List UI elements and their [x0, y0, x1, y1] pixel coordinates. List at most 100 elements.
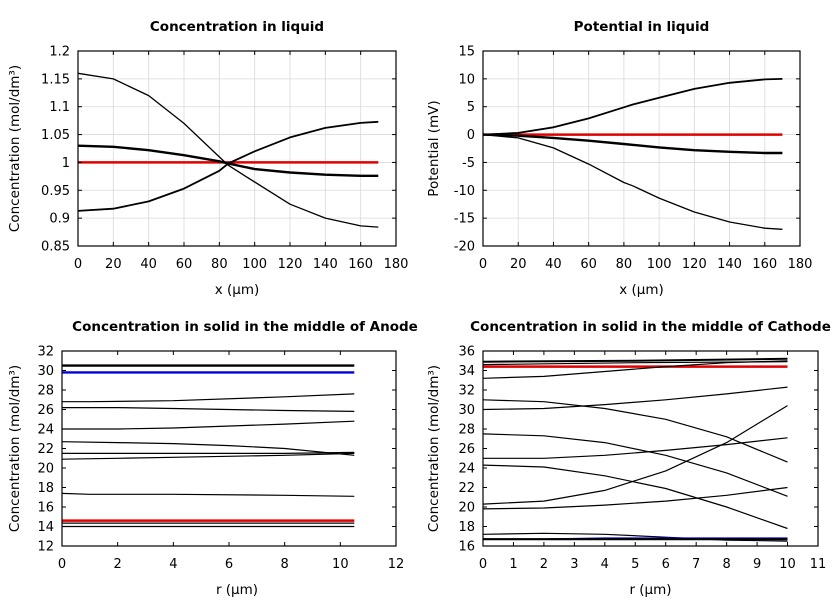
- x-tick-label: 80: [211, 257, 228, 272]
- series-group: [482, 78, 783, 230]
- chart-title: Concentration in solid in the middle of …: [72, 319, 418, 335]
- series-line-t3: [482, 133, 783, 230]
- chart-panel-4: 0 1 2 3 4 5 6 7 8 9 10 111618202224262830323436Conc…: [426, 319, 831, 598]
- y-tick-label: 0.95: [41, 184, 70, 199]
- series-line-s4: [62, 407, 355, 412]
- x-tick-label: 0: [74, 257, 82, 272]
- x-tick-label: 0: [479, 557, 487, 572]
- series-line-c8: [483, 437, 788, 459]
- x-tick-label: 140: [717, 257, 742, 272]
- y-tick-label: 18: [37, 481, 54, 496]
- chart-title: Potential in liquid: [574, 19, 710, 35]
- y-tick-label: 26: [37, 403, 54, 418]
- y-tick-label: 0.9: [49, 212, 70, 227]
- y-tick-label: 12: [37, 540, 54, 555]
- chart-title: Concentration in solid in the middle of …: [470, 319, 831, 335]
- series-line-s9: [61, 492, 355, 497]
- x-tick-label: 12: [388, 557, 405, 572]
- x-tick-label: 20: [105, 257, 122, 272]
- x-tick-label: 2: [540, 557, 548, 572]
- plot-frame: [482, 350, 819, 547]
- series-group: [61, 364, 355, 528]
- y-tick-label: 0: [467, 128, 475, 143]
- y-tick-label: -5: [462, 156, 475, 171]
- x-tick-label: 40: [545, 257, 562, 272]
- series-line-s8: [61, 452, 355, 460]
- y-tick-label: 30: [37, 364, 54, 379]
- series-group: [482, 357, 788, 542]
- y-tick-label: 5: [467, 100, 475, 115]
- x-tick-label: 1: [509, 557, 517, 572]
- x-tick-label: 180: [788, 257, 813, 272]
- x-tick-label: 60: [176, 257, 193, 272]
- chart-panel-1: 0 20 40 60 80 100 120 140 160 180 0.85 0.9 0.95 1 1.05…: [7, 19, 408, 298]
- y-axis-label: Concentration (mol/dm³): [7, 365, 23, 532]
- y-tick-label: 34: [458, 364, 475, 379]
- y-tick-label: 0.85: [41, 240, 70, 255]
- x-tick-label: 11: [810, 557, 827, 572]
- series-line-s6: [61, 441, 355, 456]
- chart-panel-2: 0 20 40 60 80 100 120 140 160 180 -20 -15 -10 -5 0 5 10 1…: [426, 19, 812, 298]
- y-tick-label: 24: [37, 423, 54, 438]
- x-tick-label: 160: [752, 257, 777, 272]
- y-tick-label: 10: [458, 72, 475, 87]
- y-tick-label: 30: [458, 403, 475, 418]
- y-tick-label: 16: [37, 501, 54, 516]
- y-axis-label: Potential (mV): [426, 100, 442, 196]
- x-axis-label: r (µm): [629, 582, 671, 598]
- y-tick-label: 1: [62, 156, 70, 171]
- y-tick-label: 28: [458, 423, 475, 438]
- x-tick-label: 120: [278, 257, 303, 272]
- y-tick-label: 22: [458, 481, 475, 496]
- y-tick-label: 32: [458, 384, 475, 399]
- x-tick-label: 0: [479, 257, 487, 272]
- x-axis-label: x (µm): [215, 282, 260, 298]
- x-tick-label: 100: [647, 257, 672, 272]
- series-line-s5: [62, 420, 355, 430]
- y-tick-label: -10: [454, 184, 475, 199]
- y-tick-label: 14: [37, 520, 54, 535]
- x-tick-label: 140: [313, 257, 338, 272]
- x-tick-label: 20: [510, 257, 527, 272]
- plot-frame: [61, 350, 397, 547]
- x-tick-label: 40: [140, 257, 157, 272]
- series-line-c9: [482, 464, 788, 530]
- x-tick-label: 5: [631, 557, 639, 572]
- y-axis-label: Concentration (mol/dm³): [426, 365, 442, 532]
- x-tick-label: 60: [580, 257, 597, 272]
- series-line-t2: [482, 78, 783, 136]
- series-line-c7: [482, 433, 788, 497]
- x-tick-label: 9: [753, 557, 761, 572]
- x-tick-label: 10: [332, 557, 349, 572]
- series-line-c10: [482, 405, 788, 505]
- x-tick-label: 8: [281, 557, 289, 572]
- ticks: 0 20 40 60 80 100 120 140 160 180 -20 -15 -10 -5 0 5 10 1…: [454, 45, 813, 273]
- y-axis-label: Concentration (mol/dm³): [7, 65, 23, 232]
- y-tick-label: 28: [37, 384, 54, 399]
- x-tick-label: 8: [722, 557, 730, 572]
- x-tick-label: 3: [570, 557, 578, 572]
- series-line-t2: [77, 120, 379, 212]
- plot-frame: [482, 50, 801, 247]
- series-line-s7: [62, 451, 355, 454]
- x-tick-label: 6: [225, 557, 233, 572]
- chart-title: Concentration in liquid: [150, 19, 324, 35]
- y-tick-label: 16: [458, 540, 475, 555]
- y-tick-label: 1.15: [41, 72, 70, 87]
- series-line-c11: [482, 486, 788, 510]
- series-line-c6: [482, 399, 788, 463]
- x-tick-label: 100: [242, 257, 267, 272]
- chart-panel-3: 0 2 4 6 8 10 121214161820222426283032Concentra…: [7, 319, 418, 598]
- plot-frame: [77, 50, 397, 247]
- x-axis-label: x (µm): [619, 282, 664, 298]
- series-group: [77, 72, 379, 228]
- x-tick-label: 4: [601, 557, 609, 572]
- y-tick-label: 36: [458, 345, 475, 360]
- x-tick-label: 7: [692, 557, 700, 572]
- x-tick-label: 2: [114, 557, 122, 572]
- x-tick-label: 10: [779, 557, 796, 572]
- x-axis-label: r (µm): [216, 582, 258, 598]
- x-tick-label: 120: [682, 257, 707, 272]
